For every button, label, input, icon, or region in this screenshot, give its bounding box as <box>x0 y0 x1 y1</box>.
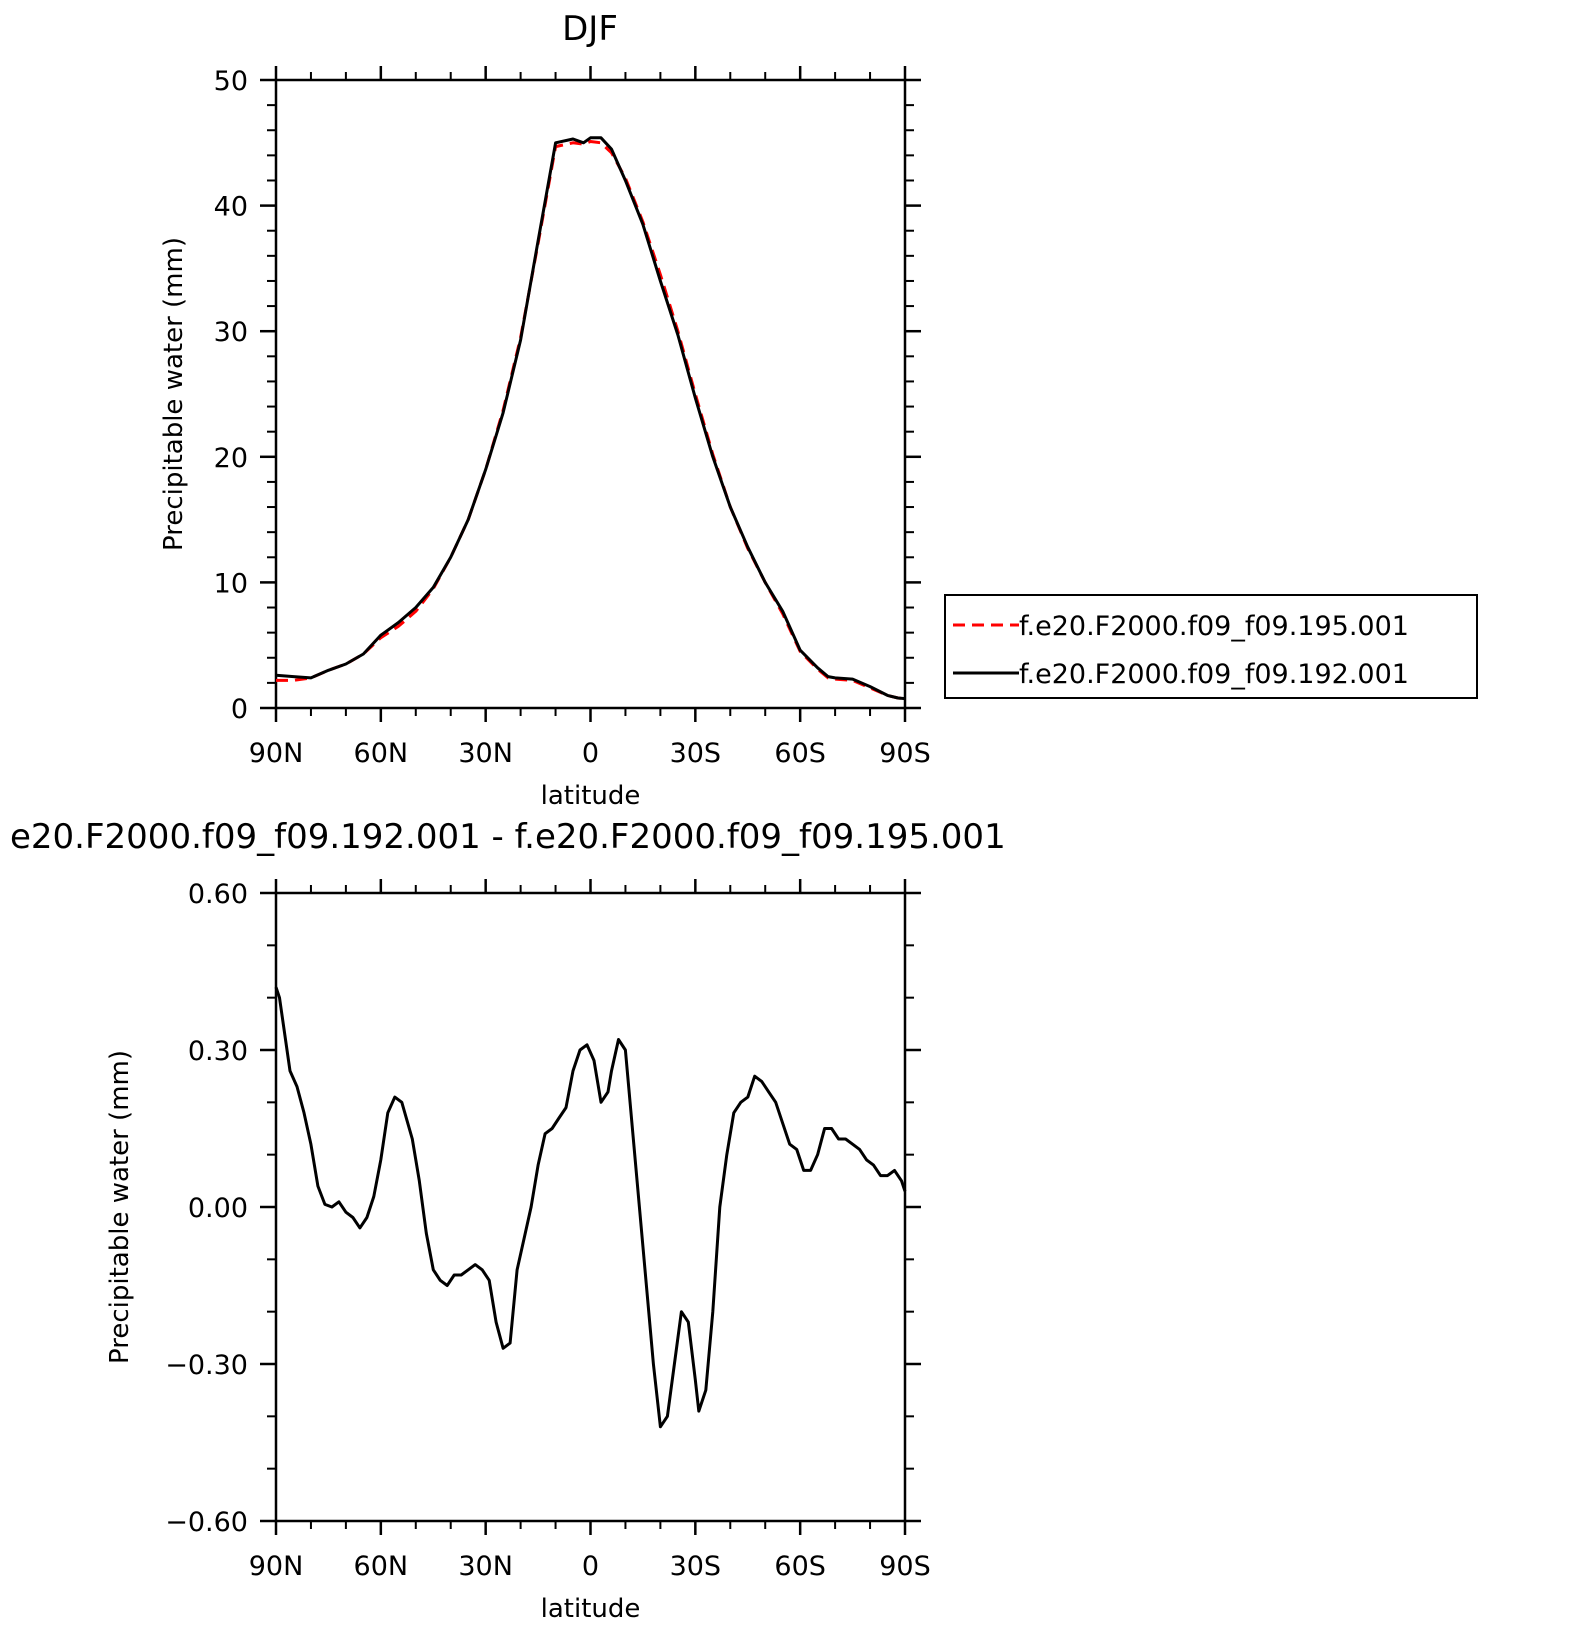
y-tick-label: 10 <box>214 568 248 599</box>
chart-top-djf: DJF 90N 60N 30N 0 30S 60S 90S 0 10 20 30 40 50 latitud… <box>159 9 1478 811</box>
series-line-1 <box>274 986 907 1429</box>
x-tick-label: 30S <box>670 1551 722 1582</box>
x-tick-label: 60N <box>354 1551 409 1582</box>
x-tick-label: 90S <box>879 738 931 769</box>
chart-title: e20.F2000.f09_f09.192.001 - f.e20.F2000.… <box>10 817 1006 857</box>
legend-label-1: f.e20.F2000.f09_f09.195.001 <box>1019 611 1409 642</box>
x-tick-label: 30N <box>458 738 513 769</box>
x-tick-label: 0 <box>582 1551 599 1582</box>
y-tick-label: 30 <box>214 317 248 348</box>
x-tick-label: 90N <box>249 738 304 769</box>
x-tick-label: 90N <box>249 1551 304 1582</box>
chart-bottom-difference: e20.F2000.f09_f09.192.001 - f.e20.F2000.… <box>10 817 1006 1624</box>
y-tick-label: 0 <box>231 694 248 725</box>
y-tick-label: 50 <box>214 66 248 97</box>
x-axis-label: latitude <box>541 781 641 811</box>
legend-label-2: f.e20.F2000.f09_f09.192.001 <box>1019 659 1409 690</box>
y-tick-label: −0.60 <box>165 1507 248 1538</box>
x-tick-label: 30S <box>670 738 722 769</box>
series-line-1 <box>276 140 906 701</box>
legend-box <box>944 594 1478 699</box>
chart-title: DJF <box>562 9 618 49</box>
x-tick-label: 90S <box>879 1551 931 1582</box>
y-tick-label: 0.60 <box>188 879 248 910</box>
y-tick-label: 0.30 <box>188 1036 248 1067</box>
x-tick-label: 60S <box>774 738 826 769</box>
x-tick-label: 60N <box>354 738 409 769</box>
y-tick-label: 0.00 <box>188 1193 248 1224</box>
x-axis-label: latitude <box>541 1594 641 1624</box>
y-axis-label: Precipitable water (mm) <box>159 237 189 551</box>
x-tick-label: 0 <box>582 738 599 769</box>
plot-frame <box>274 78 907 710</box>
y-tick-label: −0.30 <box>165 1350 248 1381</box>
y-axis-label: Precipitable water (mm) <box>105 1050 135 1364</box>
y-tick-label: 20 <box>214 443 248 474</box>
series-line-2 <box>275 136 906 701</box>
x-tick-label: 60S <box>774 1551 826 1582</box>
x-tick-label: 30N <box>458 1551 513 1582</box>
y-tick-label: 40 <box>214 192 248 223</box>
